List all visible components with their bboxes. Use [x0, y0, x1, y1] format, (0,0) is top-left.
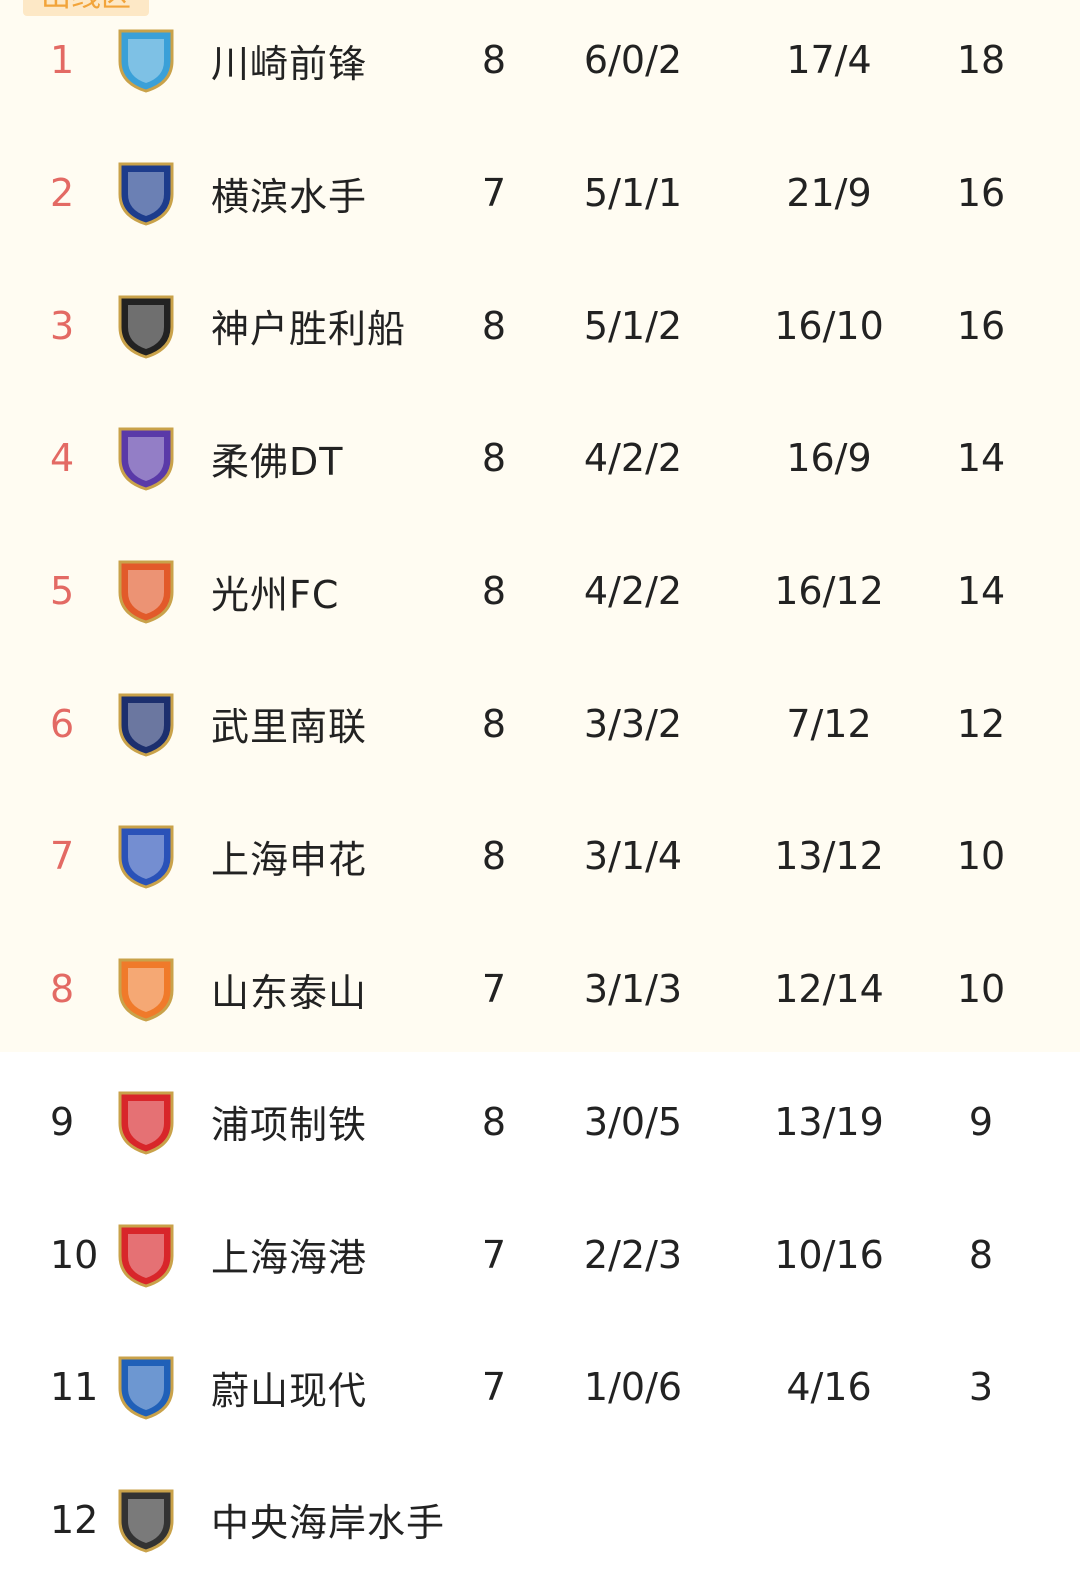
goals-for-against: 16/12	[774, 569, 884, 614]
matches-played: 8	[481, 569, 507, 614]
points: 8	[968, 1232, 994, 1277]
table-row[interactable]: 6 武里南联 8 3/3/2 7/12 12	[0, 657, 1080, 790]
points: 16	[956, 171, 1006, 216]
points: 14	[956, 436, 1006, 481]
team-name[interactable]: 蔚山现代	[211, 1368, 368, 1413]
matches-played: 8	[481, 834, 507, 879]
matches-played: 7	[481, 967, 507, 1012]
table-row[interactable]: 8 山东泰山 7 3/1/3 12/14 10	[0, 923, 1080, 1056]
qualification-zone: 出线区	[0, 0, 1080, 1052]
yokohama-marinos-crest-icon	[118, 162, 174, 226]
win-draw-loss: 4/2/2	[583, 436, 683, 481]
team-name[interactable]: 柔佛DT	[211, 439, 344, 484]
matches-played: 8	[481, 38, 507, 83]
table-row[interactable]: 5 光州FC 8 4/2/2 16/12 14	[0, 525, 1080, 658]
win-draw-loss: 2/2/3	[583, 1232, 683, 1277]
win-draw-loss: 3/0/5	[583, 1099, 683, 1144]
win-draw-loss: 3/3/2	[583, 701, 683, 746]
points: 9	[968, 1099, 994, 1144]
win-draw-loss: 5/1/1	[583, 171, 683, 216]
matches-played: 8	[481, 436, 507, 481]
team-name[interactable]: 武里南联	[211, 705, 368, 750]
win-draw-loss: 1/0/6	[583, 1365, 683, 1410]
table-row[interactable]: 9 浦项制铁 8 3/0/5 13/19 9	[0, 1056, 1080, 1189]
central-coast-mariners-crest-icon	[118, 1489, 174, 1553]
team-name[interactable]: 浦项制铁	[211, 1103, 368, 1148]
matches-played: 8	[481, 701, 507, 746]
qualification-zone-label: 出线区	[23, 0, 149, 16]
table-row[interactable]: 1 川崎前锋 8 6/0/2 17/4 18	[0, 0, 1080, 127]
table-row[interactable]: 10 上海海港 7 2/2/3 10/16 8	[0, 1188, 1080, 1321]
ulsan-hd-crest-icon	[118, 1356, 174, 1420]
rank: 5	[50, 569, 75, 614]
points: 10	[956, 834, 1006, 879]
team-name[interactable]: 川崎前锋	[211, 41, 368, 86]
goals-for-against: 17/4	[786, 38, 872, 83]
shandong-taishan-crest-icon	[118, 958, 174, 1022]
table-row[interactable]: 2 横滨水手 7 5/1/1 21/9 16	[0, 127, 1080, 260]
rank: 3	[50, 303, 75, 348]
goals-for-against: 16/9	[786, 436, 872, 481]
vissel-kobe-crest-icon	[118, 295, 174, 359]
points: 14	[956, 569, 1006, 614]
rank: 9	[50, 1099, 75, 1144]
gwangju-fc-crest-icon	[118, 560, 174, 624]
team-name[interactable]: 光州FC	[211, 572, 340, 617]
table-row[interactable]: 11 蔚山现代 7 1/0/6 4/16 3	[0, 1321, 1080, 1454]
table-row[interactable]: 4 柔佛DT 8 4/2/2 16/9 14	[0, 392, 1080, 525]
rank: 6	[50, 701, 75, 746]
goals-for-against: 12/14	[774, 967, 884, 1012]
matches-played: 7	[481, 1365, 507, 1410]
goals-for-against: 13/19	[774, 1099, 884, 1144]
rank: 1	[50, 38, 75, 83]
matches-played: 7	[481, 171, 507, 216]
points: 16	[956, 303, 1006, 348]
win-draw-loss: 3/1/3	[583, 967, 683, 1012]
matches-played: 8	[481, 303, 507, 348]
team-name[interactable]: 上海申花	[211, 837, 368, 882]
matches-played: 8	[481, 1099, 507, 1144]
shanghai-port-crest-icon	[118, 1224, 174, 1288]
points: 18	[956, 38, 1006, 83]
johor-dt-crest-icon	[118, 427, 174, 491]
matches-played: 7	[481, 1232, 507, 1277]
win-draw-loss: 4/2/2	[583, 569, 683, 614]
win-draw-loss: 6/0/2	[583, 38, 683, 83]
rank: 4	[50, 436, 75, 481]
rank: 11	[50, 1365, 99, 1410]
team-name[interactable]: 山东泰山	[211, 970, 368, 1015]
rank: 8	[50, 967, 75, 1012]
team-name[interactable]: 上海海港	[211, 1236, 368, 1281]
points: 12	[956, 701, 1006, 746]
table-row[interactable]: 12 中央海岸水手	[0, 1454, 1080, 1586]
rank: 2	[50, 171, 75, 216]
team-name[interactable]: 神户胜利船	[211, 307, 407, 352]
points: 3	[968, 1365, 994, 1410]
buriram-united-crest-icon	[118, 693, 174, 757]
rank: 10	[50, 1232, 99, 1277]
goals-for-against: 10/16	[774, 1232, 884, 1277]
goals-for-against: 4/16	[786, 1365, 872, 1410]
goals-for-against: 21/9	[786, 171, 872, 216]
rank: 7	[50, 834, 75, 879]
goals-for-against: 16/10	[774, 303, 884, 348]
pohang-steelers-crest-icon	[118, 1091, 174, 1155]
table-row[interactable]: 7 上海申花 8 3/1/4 13/12 10	[0, 790, 1080, 923]
team-name[interactable]: 中央海岸水手	[211, 1501, 446, 1546]
team-name[interactable]: 横滨水手	[211, 174, 368, 219]
shanghai-shenhua-crest-icon	[118, 825, 174, 890]
win-draw-loss: 5/1/2	[583, 303, 683, 348]
rank: 12	[50, 1497, 99, 1542]
win-draw-loss: 3/1/4	[583, 834, 683, 879]
points: 10	[956, 967, 1006, 1012]
table-row[interactable]: 3 神户胜利船 8 5/1/2 16/10 16	[0, 259, 1080, 392]
goals-for-against: 13/12	[774, 834, 884, 879]
goals-for-against: 7/12	[786, 701, 872, 746]
kawasaki-frontale-crest-icon	[118, 29, 174, 93]
